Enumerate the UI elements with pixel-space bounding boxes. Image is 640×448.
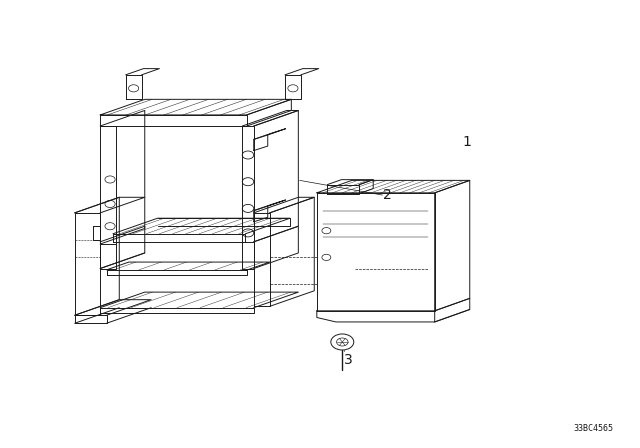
Text: 2: 2 — [383, 188, 391, 202]
Text: 1: 1 — [462, 135, 471, 149]
Text: 33BC4565: 33BC4565 — [573, 424, 613, 433]
Text: 3: 3 — [344, 353, 353, 367]
